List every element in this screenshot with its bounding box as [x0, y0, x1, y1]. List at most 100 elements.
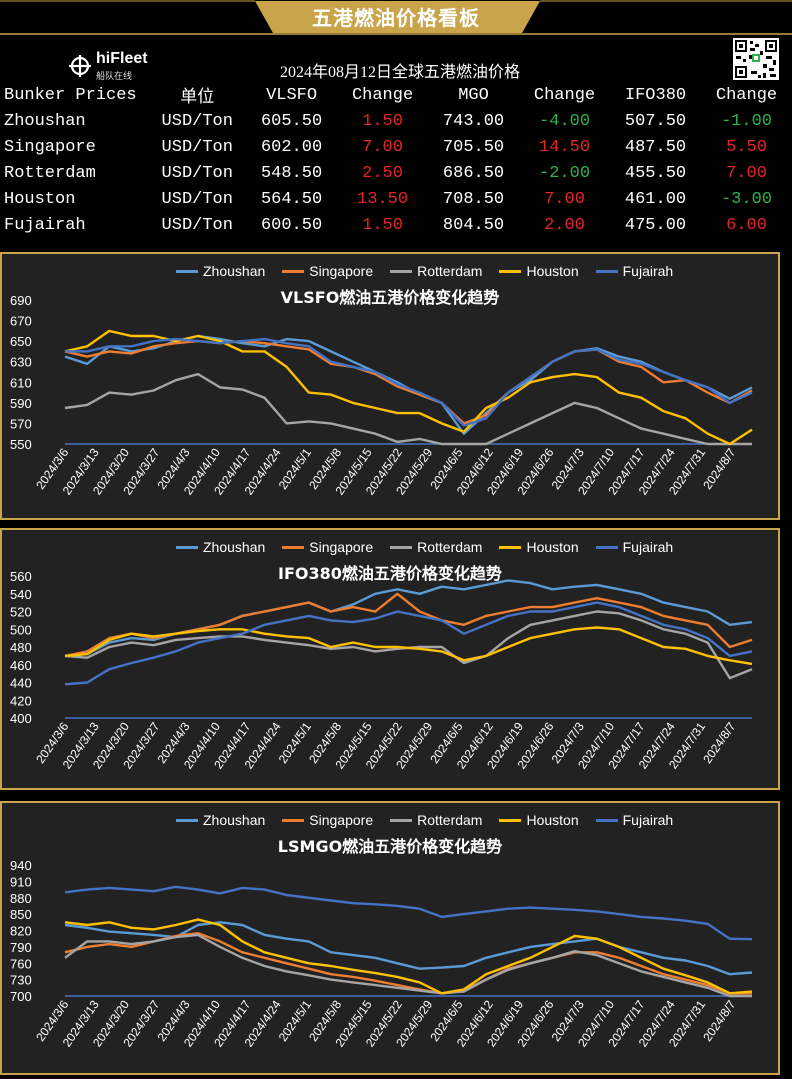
brand-subtitle: 船队在线: [96, 72, 133, 82]
y-tick-label: 560: [10, 569, 32, 584]
mgo-price: 705.50: [442, 137, 505, 157]
y-tick-label: 850: [10, 907, 32, 922]
ifo380-price: 461.00: [624, 189, 687, 209]
ifo380-change: -1.00: [720, 111, 772, 131]
y-tick-label: 940: [10, 858, 32, 873]
y-tick-label: 790: [10, 940, 32, 955]
ifo380-chart-panel: Zhoushan Singapore Rotterdam Houston Fujaira…: [0, 528, 780, 790]
vlsfo-price: 605.50: [260, 111, 323, 131]
legend-label: Zhoushan: [203, 539, 266, 555]
report-date-title: 2024年08月12日全球五港燃油价格: [279, 64, 520, 81]
mgo-price: 804.50: [442, 215, 505, 235]
y-tick-label: 520: [10, 605, 32, 620]
y-tick-label: 630: [10, 355, 32, 370]
chart-legend: Zhoushan Singapore Rotterdam Houston Fujaira…: [176, 812, 690, 828]
y-tick-label: 610: [10, 375, 32, 390]
y-tick-label: 650: [10, 334, 32, 349]
legend-item: Singapore: [282, 263, 373, 279]
port-name: Rotterdam: [4, 163, 96, 183]
legend-item: Fujairah: [595, 263, 674, 279]
unit-cell: USD/Ton: [161, 215, 233, 235]
port-name: Singapore: [4, 137, 96, 157]
mgo-price: 686.50: [442, 163, 505, 183]
column-header: Bunker Prices: [4, 85, 137, 105]
legend-item: Rotterdam: [390, 263, 482, 279]
y-tick-label: 550: [10, 437, 32, 452]
legend-label: Houston: [526, 263, 579, 279]
vlsfo-price: 548.50: [260, 163, 323, 183]
legend-swatch: [499, 818, 522, 822]
column-header: IFO380: [624, 85, 687, 105]
ifo380-line-chart: 4004204404604805005205405602024/3/62024/…: [10, 569, 753, 771]
table-row: Singapore USD/Ton 602.00 7.00 705.50 14.50 487…: [0, 134, 792, 160]
vlsfo-price: 564.50: [260, 189, 323, 209]
brand-name: hiFleet: [96, 50, 148, 67]
chart-title: IFO380燃油五港价格变化趋势: [278, 564, 502, 583]
vlsfo-change: 1.50: [362, 215, 403, 235]
legend-label: Houston: [526, 812, 579, 828]
qr-code: [733, 38, 779, 80]
banner: 五港燃油价格看板: [0, 0, 792, 36]
ship-wheel-icon: [69, 55, 91, 77]
legend-label: Fujairah: [622, 263, 674, 279]
legend-swatch: [176, 545, 198, 549]
unit-cell: USD/Ton: [161, 137, 233, 157]
port-name: Houston: [4, 189, 76, 209]
y-tick-label: 760: [10, 956, 32, 971]
series-line-fujairah: [64, 601, 753, 686]
vlsfo-change: 13.50: [357, 189, 409, 209]
series-line-singapore: [64, 339, 753, 425]
series-line-singapore: [64, 931, 752, 995]
legend-item: Houston: [499, 539, 579, 555]
column-header: MGO: [458, 85, 489, 105]
legend-label: Fujairah: [622, 539, 674, 555]
column-header: VLSFO: [266, 85, 318, 105]
unit-cell: USD/Ton: [161, 163, 233, 183]
chart-legend: Zhoushan Singapore Rotterdam Houston Fujaira…: [176, 263, 690, 279]
ifo380-price: 487.50: [624, 137, 687, 157]
y-tick-label: 690: [10, 293, 32, 308]
y-tick-label: 910: [10, 874, 32, 889]
legend-label: Singapore: [309, 263, 374, 279]
legend-swatch: [499, 269, 522, 273]
table-row: Rotterdam USD/Ton 548.50 2.50 686.50 -2.00 455…: [0, 160, 792, 186]
series-line-rotterdam: [64, 610, 753, 680]
table-row: Houston USD/Ton 564.50 13.50 708.50 7.00 461.0…: [0, 186, 792, 212]
y-tick-label: 500: [10, 622, 32, 637]
column-header: 单位: [180, 89, 215, 108]
mgo-price: 743.00: [442, 111, 505, 131]
ifo380-change: 5.50: [726, 137, 767, 157]
table-row: Zhoushan USD/Ton 605.50 1.50 743.00 -4.00 507.…: [0, 108, 792, 134]
series-line-rotterdam: [64, 372, 752, 446]
y-tick-label: 730: [10, 973, 32, 988]
mgo-change: 2.00: [544, 215, 585, 235]
legend-swatch: [176, 269, 198, 273]
legend-item: Singapore: [282, 539, 373, 555]
legend-label: Singapore: [309, 812, 374, 828]
chart-legend: Zhoushan Singapore Rotterdam Houston Fujaira…: [176, 539, 690, 555]
legend-item: Houston: [499, 812, 579, 828]
ifo380-change: 6.00: [726, 215, 767, 235]
legend-label: Rotterdam: [417, 812, 483, 828]
ifo380-price: 455.50: [624, 163, 687, 183]
y-tick-label: 670: [10, 314, 32, 329]
vlsfo-price: 600.50: [260, 215, 323, 235]
series-line-houston: [64, 626, 753, 666]
legend-swatch: [176, 818, 198, 822]
ifo380-change: 7.00: [726, 163, 767, 183]
y-tick-label: 460: [10, 658, 32, 673]
legend-label: Zhoushan: [203, 263, 266, 279]
legend-swatch: [282, 818, 305, 822]
table-header-row: Bunker Prices 单位 VLSFO Change MGO Change…: [0, 82, 792, 109]
legend-swatch: [282, 545, 305, 549]
legend-swatch: [499, 545, 522, 549]
legend-item: Rotterdam: [390, 539, 482, 555]
legend-item: Singapore: [282, 812, 373, 828]
y-tick-label: 440: [10, 676, 32, 691]
vlsfo-chart-panel: Zhoushan Singapore Rotterdam Houston Fujaira…: [0, 252, 780, 520]
qr-code-icon: [735, 40, 777, 78]
series-line-houston: [64, 918, 753, 995]
lsmgo-chart-panel: Zhoushan Singapore Rotterdam Houston Fujaira…: [0, 801, 780, 1075]
y-tick-label: 420: [10, 693, 32, 708]
column-header: Change: [533, 85, 596, 105]
